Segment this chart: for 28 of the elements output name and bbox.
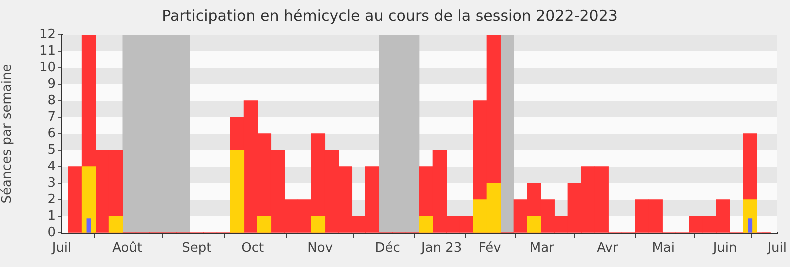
y-tick-label: 12 (39, 27, 56, 42)
y-tick-label: 9 (48, 76, 56, 92)
x-tick-label: Mar (530, 241, 556, 256)
y-tick-label: 11 (39, 44, 56, 59)
x-tick-label: Sept (182, 241, 212, 256)
x-tick-label: Juin (712, 241, 738, 256)
y-tick-label: 0 (48, 225, 56, 240)
x-tick-label: Déc (375, 241, 400, 256)
y-tick-label: 4 (48, 159, 56, 174)
y-tick-label: 6 (48, 126, 56, 142)
x-tick-label: Avr (597, 241, 619, 256)
y-axis-title: Séances par semaine (0, 64, 16, 204)
y-tick-label: 5 (48, 142, 56, 158)
y-tick-label: 7 (48, 110, 56, 125)
x-tick-label: Août (112, 241, 143, 256)
x-tick-label: Juil (51, 241, 72, 256)
y-tick-label: 1 (48, 208, 56, 224)
x-tick-label: Mai (652, 241, 675, 256)
x-tick-label: Oct (242, 241, 264, 256)
y-tick-label: 8 (48, 93, 56, 108)
y-tick-label: 2 (48, 192, 56, 208)
chart-title: Participation en hémicycle au cours de la session 2022-2023 (162, 6, 618, 25)
y-tick-label: 3 (48, 176, 56, 191)
x-tick-label: Nov (308, 241, 334, 256)
x-tick-label: Fév (478, 241, 502, 256)
x-tick-label: Juil (766, 241, 787, 256)
y-tick-label: 10 (39, 60, 56, 76)
x-tick-label: Jan 23 (420, 241, 462, 256)
